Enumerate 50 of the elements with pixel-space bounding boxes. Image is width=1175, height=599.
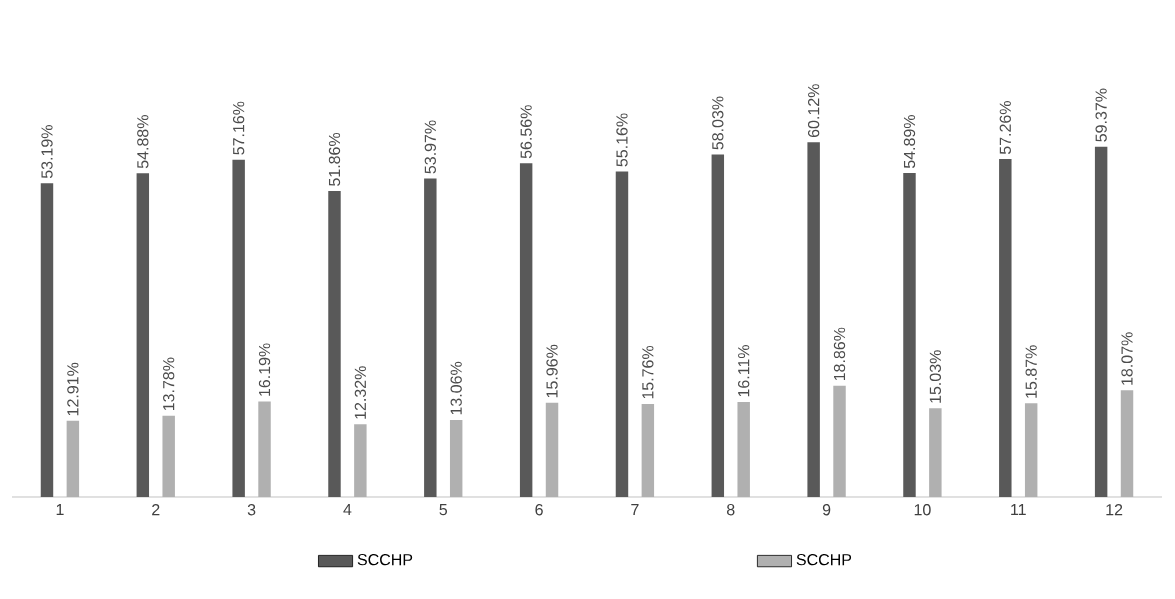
bar [136,173,150,497]
data-label: 56.56% [520,105,532,159]
data-label: 18.07% [1121,332,1133,385]
data-label: 15.87% [1025,345,1037,398]
x-tick-label: 10 [914,504,931,516]
x-tick-label: 12 [1106,504,1123,516]
bar [903,173,916,497]
data-label: 55.16% [616,113,628,167]
x-tick-label: 6 [535,504,543,516]
x-tick-label: 2 [152,504,160,516]
data-label: 15.76% [642,345,654,399]
data-label: 54.89% [903,115,916,169]
bar [615,171,629,497]
data-label: 16.19% [258,343,271,396]
data-label: 57.26% [999,101,1011,155]
data-label: 53.97% [424,120,436,174]
bar [519,163,533,497]
bar [232,159,245,497]
data-label: 54.88% [137,115,149,169]
data-label: 13.78% [163,357,175,411]
data-label: 15.96% [546,344,558,398]
legend-label: SCCHP [796,553,852,566]
x-tick-label: 3 [247,504,256,516]
bar [711,154,725,497]
x-tick-label: 5 [439,504,448,516]
data-label: 51.86% [328,132,341,186]
data-label: 57.16% [232,101,245,155]
data-label: 59.37% [1095,88,1107,142]
bar [328,190,341,497]
data-label: 60.12% [807,84,820,138]
data-label: 12.91% [67,362,79,416]
bar [1094,146,1108,497]
x-tick-label: 8 [726,504,735,516]
bar [40,183,54,497]
data-label: 53.19% [41,125,53,179]
x-tick-label: 11 [1011,504,1026,516]
x-tick-label: 9 [822,504,831,516]
bar [807,142,820,497]
legend-label: SCCHP [357,553,413,566]
bar [424,178,437,497]
bar [999,159,1012,497]
data-label: 15.03% [929,350,942,403]
x-tick-label: 1 [56,504,64,516]
data-label: 12.32% [354,366,367,419]
data-label: 13.06% [450,361,462,415]
data-label: 58.03% [712,96,724,150]
data-label: 18.86% [833,327,846,381]
x-tick-label: 4 [343,504,352,516]
x-tick-label: 7 [631,504,639,516]
data-label: 16.11% [738,345,750,397]
